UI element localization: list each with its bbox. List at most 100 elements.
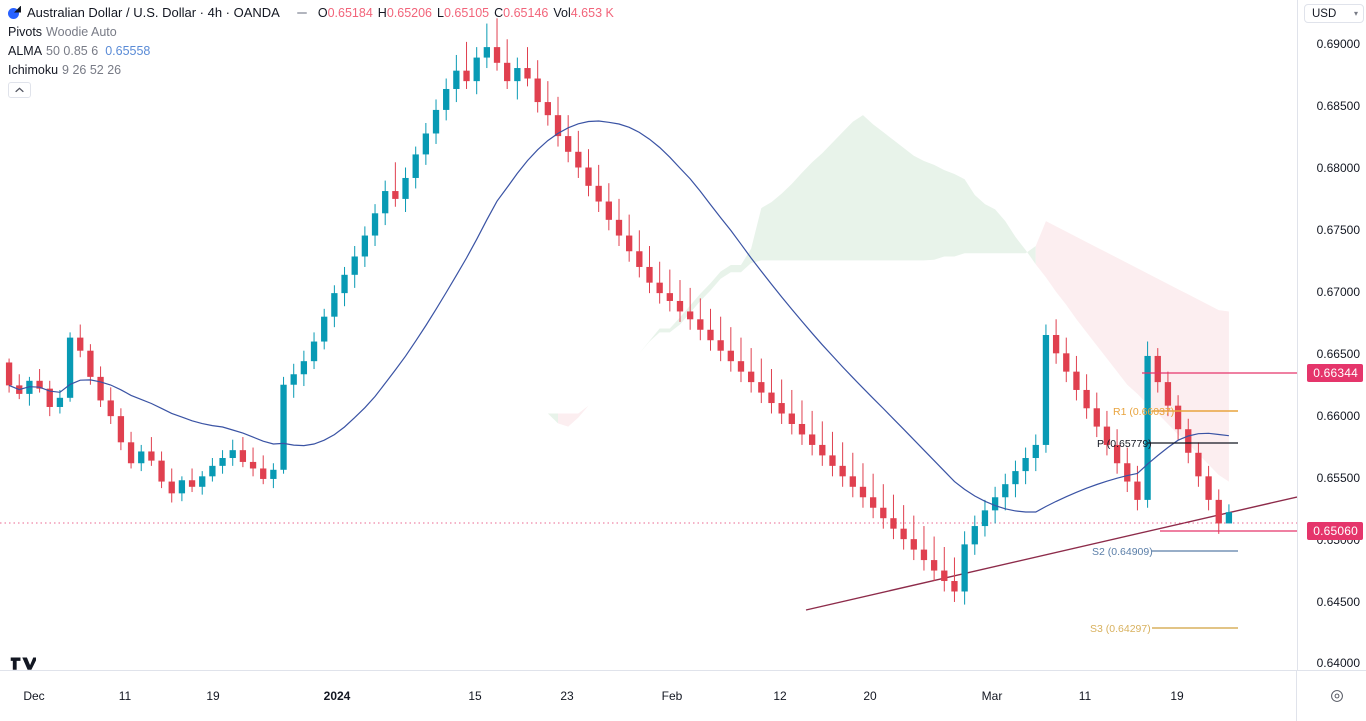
resistance-price-badge[interactable]: 0.66344 [1307,364,1363,382]
candle-body [56,397,64,407]
time-tick-label: Mar [981,689,1003,703]
indicator-args: 50 0.85 6 [46,43,99,58]
cloud-segment [558,405,589,427]
price-tick-label: 0.69000 [1316,37,1360,51]
price-axis[interactable]: USD ▾ 0.69000 0.68500 0.68000 0.67500 0.6700… [1297,0,1366,670]
candle-body [229,450,236,459]
candle-body [138,451,145,464]
time-tick-label: 11 [118,689,132,703]
candle-body [615,219,623,236]
candle-body [1083,389,1090,409]
candle-body [859,486,867,498]
candle-body [473,57,480,82]
candle-body [1154,355,1161,383]
chart-plot-area[interactable]: R1 (0.66037) P (0.65779) S2 (0.64909) S3 (0… [0,0,1297,670]
candle-body [1032,444,1039,459]
price-tick-label: 0.68000 [1316,161,1360,175]
time-tick-label: 12 [773,689,787,703]
candle-body [1042,335,1050,445]
price-tick-label: 0.64000 [1316,656,1360,670]
axis-divider [1296,671,1297,721]
candle-body [1012,471,1019,485]
candle-body [351,256,358,275]
candle-body [310,341,318,362]
candle-body [687,311,694,320]
candle-body [951,581,958,592]
time-tick-label: 11 [1078,689,1092,703]
candle-body [209,465,216,477]
candle-body [392,191,399,199]
candle-body [991,497,999,511]
candle-body [300,361,308,375]
candle-body [1144,355,1151,500]
candle-body [605,201,612,220]
last-price-badge[interactable]: 0.65060 [1307,522,1363,540]
candle-body [1073,371,1080,390]
candle-body [1195,452,1202,477]
time-tick-label: 19 [206,689,220,703]
open-value: 0.65184 [327,5,373,20]
aud-usd-symbol-icon [8,5,22,20]
candle-body [239,450,247,462]
candle-body [900,528,907,540]
candle-body [880,507,887,519]
pivot-s3-label: S3 (0.64297) [1090,623,1151,635]
candle-body [737,361,745,372]
candle-body [585,167,592,186]
candle-body [1185,429,1192,453]
symbol-title[interactable]: Australian Dollar / U.S. Dollar · 4h · O… [27,4,280,20]
candle-body [107,400,114,417]
candle-body [829,455,836,466]
candle-body [727,350,734,362]
candle-body [514,68,521,82]
candle-body [941,570,948,582]
time-axis[interactable]: Dec 11 19 2024 15 23 Feb 12 20 Mar 11 19 [0,657,1366,721]
candle-body [5,362,13,386]
low-value: 0.65105 [443,5,490,20]
candle-body [534,78,541,103]
candle-body [26,380,33,394]
indicator-args: Woodie Auto [46,24,117,39]
candle-body [219,458,226,466]
price-tick-label: 0.66500 [1316,347,1360,361]
legend-indicator-alma[interactable]: ALMA 50 0.85 6 0.65558 [8,41,614,60]
currency-selector[interactable]: USD ▾ [1304,4,1364,23]
time-tick-label: 2024 [323,689,351,703]
candle-body [77,337,84,351]
candle-body [331,293,338,317]
candle-body [656,282,663,294]
time-tick-label: 23 [560,689,574,703]
candle-body [1164,382,1172,406]
cloud-segment [588,115,1036,406]
candle-body [849,476,856,487]
candle-body [1205,476,1212,500]
legend-indicator-ichimoku[interactable]: Ichimoku 9 26 52 26 [8,60,614,79]
candle-body [808,434,816,445]
candle-body [1134,481,1141,500]
candle-body [920,549,928,561]
candle-body [117,416,125,443]
candle-body [412,154,419,178]
legend-indicator-pivots[interactable]: Pivots Woodie Auto [8,22,614,41]
candle-body [127,442,135,464]
candle-body [524,68,531,79]
time-tick-label: 15 [468,689,482,703]
candle-body [199,476,206,487]
candle-body [758,382,765,393]
tradingview-logo[interactable] [10,656,36,672]
candle-body [422,133,430,155]
legend-symbol-row[interactable]: Australian Dollar / U.S. Dollar · 4h · O… [8,3,614,22]
price-tick-label: 0.65500 [1316,471,1360,485]
candle-body [1124,463,1131,482]
candle-body [839,465,846,477]
collapse-legend-button[interactable] [8,82,31,98]
hide-series-icon[interactable] [294,5,310,21]
uptrend-support-line[interactable] [805,496,1297,611]
alma-line [8,120,1229,513]
candle-body [788,413,795,424]
volume-value: 4.653 K [570,5,614,20]
gear-icon[interactable] [1330,689,1344,703]
price-tick-label: 0.66000 [1316,409,1360,423]
indicator-name: ALMA [8,43,43,58]
candle-body [280,384,287,470]
